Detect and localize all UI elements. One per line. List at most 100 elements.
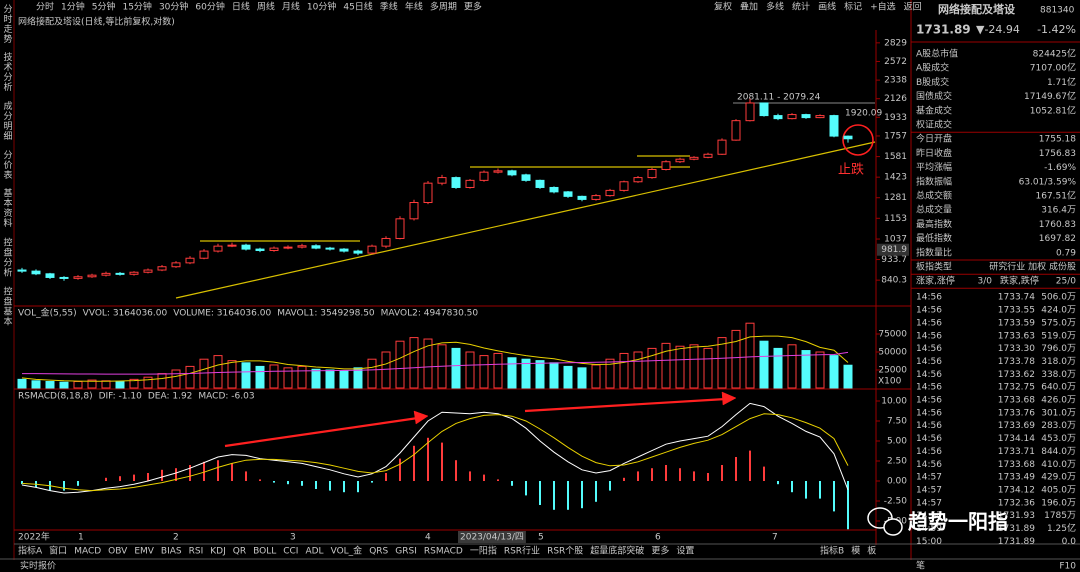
indicator-tab[interactable]: QR (233, 547, 246, 557)
volume-bar (297, 365, 307, 389)
indicator-tab[interactable]: RSR个股 (547, 546, 583, 557)
stock-change: ▼-24.94 (976, 23, 1020, 36)
indicator-tab[interactable]: 超量底部突破 (590, 545, 644, 557)
indicator-tab[interactable]: 一阳指 (470, 545, 497, 557)
tick-volume: 301.0万 (1041, 408, 1076, 418)
sidebar-tab[interactable]: 控盘基本 (2, 285, 13, 326)
indicator-tab[interactable]: QRS (369, 547, 388, 557)
volume-bar (703, 347, 713, 389)
sidebar-tab[interactable]: 基本资料 (2, 187, 13, 228)
y-tick-label: 2338 (884, 76, 907, 86)
indicator-tab[interactable]: RSI (189, 547, 204, 557)
arrows (224, 391, 737, 448)
candle-body (703, 153, 713, 158)
indicator-tab[interactable]: 更多 (651, 545, 669, 557)
indicator-tab[interactable]: OBV (108, 547, 128, 557)
date-label: 5 (538, 533, 544, 543)
y-tick-label: 1933 (884, 113, 907, 123)
indicator-tab[interactable]: 指标A (18, 545, 43, 557)
volume-bar (353, 367, 363, 389)
indicator-tab[interactable]: RSR行业 (504, 545, 540, 557)
candle-body (521, 174, 531, 181)
indicator-tab[interactable]: BOLL (253, 547, 276, 557)
indicator-tab[interactable]: ADL (305, 547, 323, 557)
tool-button[interactable]: 统计 (792, 1, 810, 13)
period-tab[interactable]: 分时 (36, 1, 54, 13)
tick-volume: 410.0万 (1041, 460, 1076, 470)
tick-price: 1733.59 (998, 318, 1035, 328)
indicator-tab[interactable]: GRSI (395, 547, 417, 557)
volume-bar (171, 369, 181, 389)
candle-body (717, 139, 727, 155)
indicator-tab[interactable]: 模 (851, 546, 860, 557)
period-tab[interactable]: 15分钟 (122, 1, 151, 13)
watermark: 趋势一阳指 (908, 510, 1008, 534)
stat-value: 316.4万 (1041, 206, 1076, 216)
tool-button[interactable]: +自选 (870, 1, 896, 13)
candle-body (157, 266, 167, 271)
sidebar-tab[interactable]: 技术分析 (2, 51, 13, 92)
period-tab[interactable]: 1分钟 (61, 1, 85, 13)
period-tab[interactable]: 5分钟 (92, 1, 116, 13)
tool-button[interactable]: 画线 (818, 1, 836, 13)
indicator-tab[interactable]: VOL_金 (331, 545, 363, 557)
sidebar-tab[interactable]: 分价表 (2, 150, 13, 180)
indicator-tab[interactable]: CCI (283, 547, 298, 557)
candle-body (199, 250, 209, 259)
tool-button[interactable]: 复权 (714, 1, 732, 13)
period-tab[interactable]: 年线 (405, 1, 423, 13)
tool-button[interactable]: 标记 (844, 1, 862, 13)
candle-body (87, 274, 97, 278)
y-tick-label: 2.50 (887, 457, 907, 467)
volume-bar (115, 381, 125, 389)
period-tab[interactable]: 30分钟 (159, 1, 188, 13)
candle-body (115, 272, 125, 275)
volume-bar (381, 351, 391, 389)
indicator-tab[interactable]: KDJ (210, 547, 226, 557)
volume-bar (745, 322, 755, 389)
volume-bar (521, 358, 531, 389)
candle-body (423, 182, 433, 204)
volume-bar (829, 355, 839, 389)
period-tab[interactable]: 日线 (232, 1, 250, 13)
period-tab[interactable]: 多周期 (430, 1, 457, 13)
candle-body (465, 179, 475, 188)
period-tab[interactable]: 45日线 (343, 1, 372, 13)
volume-bar (17, 378, 27, 389)
period-tab[interactable]: 季线 (380, 1, 398, 13)
indicator-tab[interactable]: BIAS (161, 547, 182, 557)
indicator-tab[interactable]: 指标B (820, 545, 844, 557)
indicator-tab[interactable]: RSMACD (424, 547, 463, 557)
indicator-tab[interactable]: EMV (134, 547, 154, 557)
date-label: 6 (655, 533, 661, 543)
tool-button[interactable]: 多线 (766, 1, 784, 13)
period-tab[interactable]: 月线 (282, 1, 300, 13)
sidebar-tab[interactable]: 分时走势 (2, 4, 13, 44)
period-tab[interactable]: 更多 (464, 1, 482, 13)
candle-body (297, 245, 307, 248)
sidebar-tab[interactable]: 控盘分析 (2, 236, 13, 277)
sidebar-tab[interactable]: 成分明细 (2, 100, 13, 141)
indicator-tab[interactable]: 板 (867, 545, 876, 557)
candle-body (283, 246, 293, 249)
y-tick-label: 933.7 (881, 255, 907, 265)
indicator-tab[interactable]: MACD (74, 547, 101, 557)
indicator-tab[interactable]: 窗口 (49, 545, 67, 557)
tick-time: 14:56 (916, 383, 942, 393)
volume-bar (59, 381, 69, 389)
volume-bar (759, 340, 769, 389)
tool-button[interactable]: 叠加 (740, 2, 758, 13)
period-tab[interactable]: 周线 (257, 1, 275, 13)
volume-bar (717, 337, 727, 389)
period-tab[interactable]: 10分钟 (307, 1, 336, 13)
y-tick-label: 2572 (884, 57, 907, 67)
tool-button[interactable]: 返回 (904, 1, 922, 13)
indicator-tab[interactable]: 设置 (676, 546, 694, 557)
tick-price: 1733.68 (998, 396, 1035, 406)
candle-body (675, 158, 685, 163)
trend-line (175, 141, 876, 299)
period-tab[interactable]: 60分钟 (195, 1, 224, 13)
y-tick-label: 0.00 (887, 477, 907, 487)
volume-bar (451, 347, 461, 389)
chart-title: 网络接配及塔设(日线,等比前复权,对数) (18, 16, 175, 28)
